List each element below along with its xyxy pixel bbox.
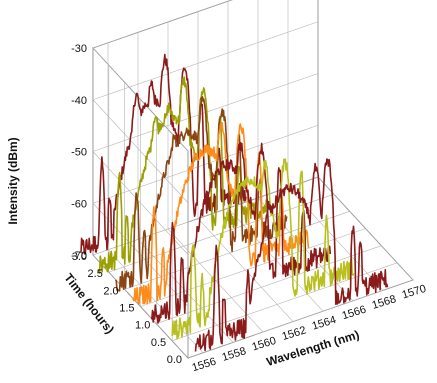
z-tick-label: 1.0 [135, 320, 150, 332]
x-tick-label: 1570 [401, 283, 428, 302]
series-line-0-5 [171, 158, 355, 340]
grid-line-intensity [92, 124, 319, 204]
z-tick-label: 0.0 [167, 354, 182, 366]
z-axis-label: Time (hours) [61, 271, 117, 337]
series-line-1-5 [132, 122, 310, 305]
y-tick-label: -60 [71, 198, 87, 210]
series-line-2 [114, 96, 288, 292]
x-tick-label: 1566 [341, 304, 368, 323]
grid-line-intensity [92, 0, 233, 49]
series-line-1 [151, 141, 332, 324]
grid-line-time [172, 262, 398, 342]
x-tick-label: 1560 [251, 335, 278, 354]
z-tick-label: 2.5 [88, 268, 103, 280]
y-tick-label: -40 [71, 95, 87, 107]
grid-line-time [156, 245, 382, 324]
grid-line-intensity [92, 21, 319, 101]
z-tick-label: 3.0 [72, 251, 87, 263]
series-line-0 [194, 158, 389, 352]
x-tick-label: 1556 [191, 356, 218, 375]
x-tick-label: 1558 [221, 345, 248, 364]
y-tick-label: -70 [71, 250, 87, 262]
z-tick-label: 1.5 [119, 303, 134, 315]
x-tick-label: 1562 [281, 324, 308, 343]
series-line-2-5 [97, 76, 268, 275]
y-tick-label: -30 [71, 43, 87, 55]
y-axis-label: Intensity (dBm) [6, 137, 20, 224]
y-tick-label: -50 [71, 147, 87, 159]
x-tick-label: 1568 [371, 293, 398, 312]
x-axis-label: Wavelength (nm) [265, 327, 361, 369]
chart-series [80, 53, 389, 352]
grid-line-time [187, 279, 414, 359]
x-tick-label: 1564 [311, 314, 338, 333]
z-tick-label: 2.0 [103, 285, 118, 297]
z-tick-label: 0.5 [151, 337, 166, 349]
